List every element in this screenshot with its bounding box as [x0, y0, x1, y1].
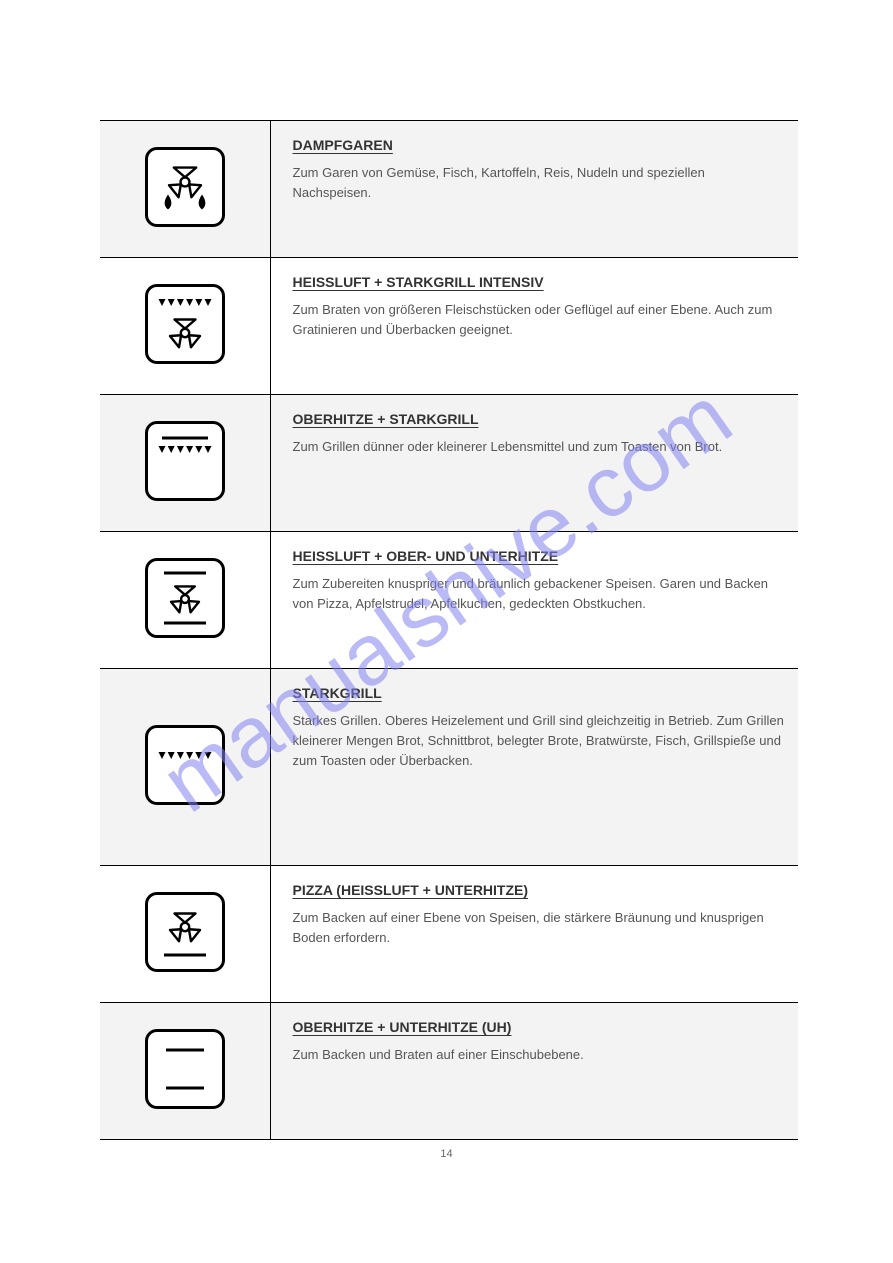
mode-heading: OBERHITZE + STARKGRILL [293, 409, 479, 431]
mode-heading: DAMPFGAREN [293, 135, 393, 157]
triangles-only-icon [145, 725, 225, 805]
mode-description: Zum Grillen dünner oder kleinerer Lebens… [293, 437, 785, 457]
mode-row: STARKGRILL Starkes Grillen. Oberes Heizel… [100, 669, 798, 866]
mode-row: HEISSLUFT + STARKGRILL INTENSIV Zum Brate… [100, 258, 798, 395]
mode-heading: HEISSLUFT + STARKGRILL INTENSIV [293, 272, 544, 294]
mode-description: Zum Backen auf einer Ebene von Speisen, … [293, 908, 785, 948]
mode-description: Zum Garen von Gemüse, Fisch, Kartoffeln,… [293, 163, 785, 203]
mode-text-cell: DAMPFGAREN Zum Garen von Gemüse, Fisch, K… [270, 121, 798, 258]
mode-icon-cell [100, 1003, 270, 1140]
mode-text-cell: PIZZA (HEISSLUFT + UNTERHITZE) Zum Backen… [270, 866, 798, 1003]
mode-row: PIZZA (HEISSLUFT + UNTERHITZE) Zum Backen… [100, 866, 798, 1003]
top-bottom-fan-icon [145, 558, 225, 638]
mode-description: Zum Backen und Braten auf einer Einschub… [293, 1045, 785, 1065]
fan-bottom-icon [145, 892, 225, 972]
fan-droplets-icon [145, 147, 225, 227]
top-bottom-icon [145, 1029, 225, 1109]
mode-description: Starkes Grillen. Oberes Heizelement und … [293, 711, 785, 771]
mode-icon-cell [100, 866, 270, 1003]
mode-icon-cell [100, 395, 270, 532]
modes-table: DAMPFGAREN Zum Garen von Gemüse, Fisch, K… [100, 120, 798, 1140]
mode-heading: STARKGRILL [293, 683, 382, 705]
mode-row: OBERHITZE + STARKGRILL Zum Grillen dünner… [100, 395, 798, 532]
page-number: 14 [440, 1148, 452, 1160]
mode-heading: OBERHITZE + UNTERHITZE (UH) [293, 1017, 512, 1039]
mode-icon-cell [100, 669, 270, 866]
mode-description: Zum Braten von größeren Fleischstücken o… [293, 300, 785, 340]
mode-row: OBERHITZE + UNTERHITZE (UH) Zum Backen un… [100, 1003, 798, 1140]
mode-text-cell: OBERHITZE + STARKGRILL Zum Grillen dünner… [270, 395, 798, 532]
triangles-fan-icon [145, 284, 225, 364]
mode-icon-cell [100, 258, 270, 395]
mode-description: Zum Zubereiten knuspriger und bräunlich … [293, 574, 785, 614]
mode-heading: PIZZA (HEISSLUFT + UNTERHITZE) [293, 880, 529, 902]
mode-row: DAMPFGAREN Zum Garen von Gemüse, Fisch, K… [100, 121, 798, 258]
mode-heading: HEISSLUFT + OBER- UND UNTERHITZE [293, 546, 559, 568]
top-line-triangles-icon [145, 421, 225, 501]
mode-icon-cell [100, 532, 270, 669]
mode-icon-cell [100, 121, 270, 258]
mode-text-cell: HEISSLUFT + STARKGRILL INTENSIV Zum Brate… [270, 258, 798, 395]
mode-text-cell: HEISSLUFT + OBER- UND UNTERHITZE Zum Zube… [270, 532, 798, 669]
mode-text-cell: STARKGRILL Starkes Grillen. Oberes Heizel… [270, 669, 798, 866]
mode-text-cell: OBERHITZE + UNTERHITZE (UH) Zum Backen un… [270, 1003, 798, 1140]
mode-row: HEISSLUFT + OBER- UND UNTERHITZE Zum Zube… [100, 532, 798, 669]
